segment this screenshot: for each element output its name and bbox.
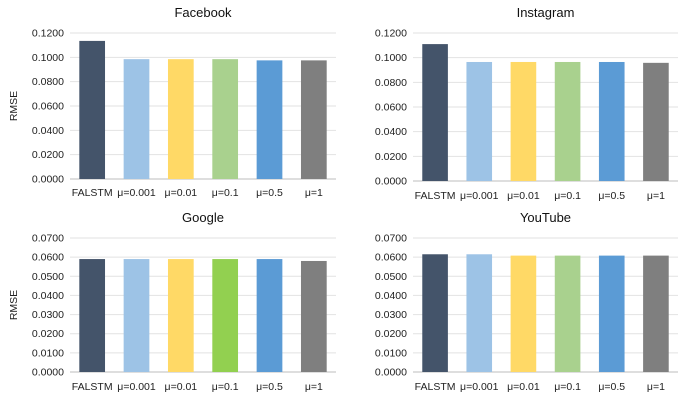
y-tick-label: 0.0600: [32, 252, 64, 264]
bar: [300, 60, 327, 179]
y-tick-label: 0.0200: [32, 149, 64, 161]
bar: [167, 59, 194, 179]
y-tick-label: 0.0800: [32, 76, 64, 88]
x-tick-label: μ=0.5: [256, 187, 283, 199]
x-tick-label: μ=0.001: [117, 187, 156, 199]
y-tick-label: 0.0500: [32, 271, 64, 283]
y-tick-label: 0.0000: [32, 367, 64, 379]
y-tick-label: 0.0100: [32, 347, 64, 359]
x-tick-label: μ=0.001: [460, 381, 499, 393]
x-tick-label: μ=0.01: [507, 381, 540, 393]
bar: [212, 59, 239, 179]
x-tick-label: μ=0.1: [554, 190, 581, 202]
x-tick-label: μ=0.001: [460, 190, 499, 202]
x-tick-label: FALSTM: [72, 381, 113, 393]
x-tick-label: μ=1: [305, 187, 323, 199]
bar: [256, 60, 283, 179]
x-tick-label: μ=1: [647, 190, 665, 202]
x-tick-label: FALSTM: [415, 190, 456, 202]
bar: [123, 259, 150, 372]
y-tick-label: 0.0400: [32, 125, 64, 137]
x-tick-label: μ=0.01: [165, 381, 198, 393]
y-axis-label: RMSE: [8, 91, 20, 121]
bar: [79, 40, 106, 180]
y-tick-label: 0.0600: [375, 102, 407, 114]
y-tick-label: 0.1200: [32, 28, 64, 40]
y-tick-label: 0.0000: [375, 367, 407, 379]
x-tick-label: μ=0.01: [507, 190, 540, 202]
bar: [466, 254, 493, 372]
x-tick-label: μ=0.5: [598, 190, 625, 202]
x-tick-label: FALSTM: [72, 187, 113, 199]
y-tick-label: 0.0400: [375, 126, 407, 138]
bar: [123, 59, 150, 179]
y-tick-label: 0.0800: [375, 77, 407, 89]
y-tick-label: 0.0700: [32, 233, 64, 245]
y-tick-label: 0.0000: [375, 176, 407, 188]
y-tick-label: 0.0100: [375, 347, 407, 359]
x-tick-label: μ=1: [647, 381, 665, 393]
bar: [422, 44, 448, 181]
chart-title: Facebook: [174, 5, 232, 20]
y-tick-label: 0.0600: [375, 252, 407, 264]
x-tick-label: μ=0.1: [554, 381, 581, 393]
bar: [256, 259, 283, 372]
bar: [79, 259, 106, 372]
bar: [598, 61, 625, 181]
bar: [643, 255, 669, 372]
chart-title: Instagram: [517, 5, 575, 20]
bar: [422, 254, 448, 372]
y-tick-label: 0.1000: [32, 52, 64, 64]
y-tick-label: 0.0000: [32, 174, 64, 186]
y-tick-label: 0.0400: [32, 290, 64, 302]
x-tick-label: μ=1: [305, 381, 323, 393]
bar: [167, 259, 194, 372]
x-tick-label: FALSTM: [415, 381, 456, 393]
y-axis-label: RMSE: [8, 290, 20, 320]
y-tick-label: 0.0700: [375, 233, 407, 245]
bar: [300, 260, 327, 372]
y-tick-label: 0.0500: [375, 271, 407, 283]
chart-title: Google: [182, 210, 224, 225]
bar: [510, 61, 537, 181]
x-tick-label: μ=0.1: [212, 187, 239, 199]
x-tick-label: μ=0.5: [256, 381, 283, 393]
x-tick-label: μ=0.5: [598, 381, 625, 393]
bar: [212, 259, 239, 372]
bar: [510, 255, 537, 372]
y-tick-label: 0.0200: [375, 328, 407, 340]
y-tick-label: 0.0200: [375, 151, 407, 163]
y-tick-label: 0.1000: [375, 52, 407, 64]
y-tick-label: 0.1200: [375, 28, 407, 40]
y-tick-label: 0.0400: [375, 290, 407, 302]
bar: [643, 62, 669, 182]
bar: [466, 61, 493, 181]
y-tick-label: 0.0300: [32, 309, 64, 321]
y-tick-label: 0.0600: [32, 101, 64, 113]
bar: [554, 61, 581, 181]
y-tick-label: 0.0200: [32, 328, 64, 340]
chart-title: YouTube: [520, 210, 571, 225]
x-tick-label: μ=0.01: [165, 187, 198, 199]
x-tick-label: μ=0.1: [212, 381, 239, 393]
y-tick-label: 0.0300: [375, 309, 407, 321]
bar: [554, 255, 581, 372]
x-tick-label: μ=0.001: [117, 381, 156, 393]
bar: [598, 255, 625, 372]
